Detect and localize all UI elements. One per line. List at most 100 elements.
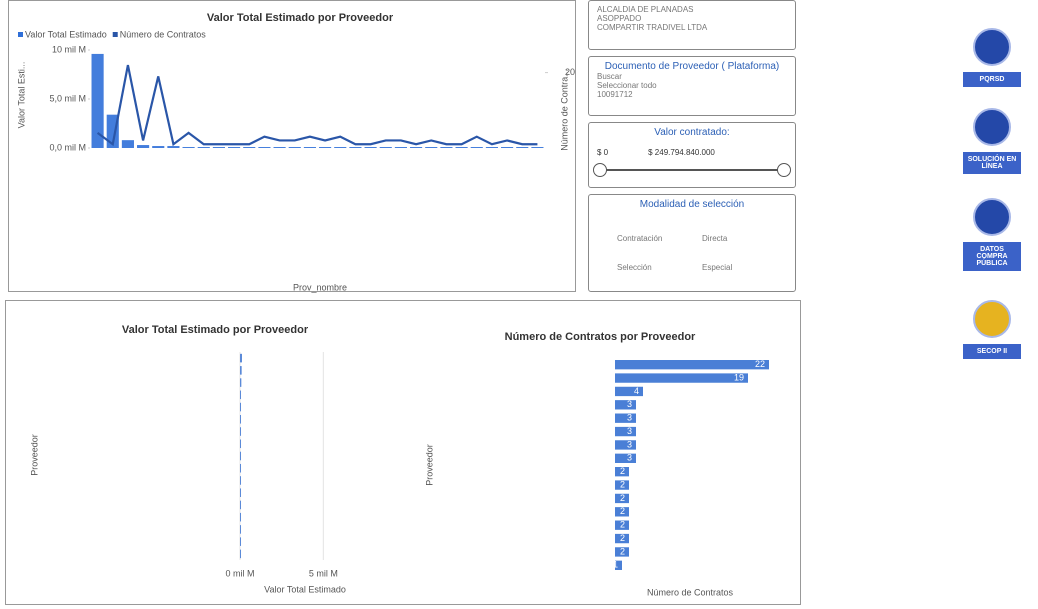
bar: [240, 476, 241, 485]
search[interactable]: Buscar: [597, 72, 622, 81]
icon: [973, 198, 1011, 236]
legend-label: Número de Contratos: [120, 29, 207, 39]
bar: [485, 147, 498, 148]
nav-button[interactable]: DATOS COMPRA PÚBLICA: [963, 198, 1021, 271]
icon: [973, 108, 1011, 146]
nav-label[interactable]: SOLUCIÓN EN LÍNEA: [963, 152, 1021, 174]
bar: [137, 145, 150, 148]
bar: [615, 413, 636, 423]
bar: [615, 493, 629, 504]
bar: [212, 147, 225, 148]
data-label: 3: [627, 453, 632, 463]
y2-axis-label: Número de Contra...: [559, 69, 569, 151]
bar: [240, 415, 241, 424]
slicer-title: Valor contratado:: [654, 127, 730, 138]
nav-button[interactable]: SECOP II: [963, 300, 1021, 359]
bar: [240, 366, 242, 375]
nav-button[interactable]: SOLUCIÓN EN LÍNEA: [963, 108, 1021, 174]
provider-slicer: ALCALDIA DE PLANADAS ASOPPADO COMPARTIR …: [588, 0, 796, 50]
bar: [303, 147, 316, 148]
bar: [240, 500, 241, 510]
bar: [379, 147, 392, 148]
nav-button[interactable]: PQRSD: [963, 28, 1021, 87]
nav-label[interactable]: PQRSD: [963, 72, 1021, 87]
bar: [273, 147, 286, 148]
range-handle[interactable]: [593, 163, 607, 177]
nav-label[interactable]: DATOS COMPRA PÚBLICA: [963, 242, 1021, 271]
y-axis-label: Proveedor: [424, 444, 434, 486]
document-slicer: Documento de Proveedor ( Plataforma) Bus…: [588, 56, 796, 116]
y-tick-label: 5,0 mil M: [49, 93, 86, 103]
data-label: 2: [620, 546, 625, 556]
bar: [288, 147, 301, 148]
legend-label: Valor Total Estimado: [25, 29, 107, 39]
bottom-panel: [5, 300, 801, 605]
slicer-title: Modalidad de selección: [639, 199, 745, 210]
bar: [455, 147, 468, 148]
bar: [615, 373, 748, 383]
modality-option[interactable]: Contratación: [617, 234, 663, 243]
x-axis-label: Valor Total Estimado: [264, 584, 346, 594]
modality-option[interactable]: Especial: [702, 263, 733, 272]
y-tick-label: 0,0 mil M: [49, 142, 86, 152]
bar: [197, 147, 210, 148]
provider-item[interactable]: ALCALDIA DE PLANADAS: [597, 5, 694, 14]
bar: [121, 140, 134, 148]
data-label: 1: [613, 560, 618, 570]
nav-label[interactable]: SECOP II: [963, 344, 1021, 359]
bar: [615, 507, 629, 517]
bar: [615, 547, 629, 557]
bar: [615, 533, 629, 544]
modality-options: Contratación Directa Selección Especial: [597, 234, 787, 272]
x-tick-label: 5 mil M: [309, 568, 338, 578]
bar: [394, 147, 407, 148]
data-label: 2: [620, 466, 625, 476]
bar: [240, 402, 241, 412]
chart-title: Valor Total Estimado por Proveedor: [207, 12, 394, 24]
bar: [615, 400, 636, 410]
bar: [615, 520, 629, 530]
modality-option[interactable]: Selección: [617, 263, 652, 272]
bar: [258, 147, 271, 148]
data-label: 19: [734, 372, 744, 382]
data-label: 22: [755, 359, 765, 369]
provider-item[interactable]: COMPARTIR TRADIVEL LTDA: [597, 23, 708, 32]
bar: [240, 353, 242, 363]
icon: [973, 300, 1011, 338]
data-label: 3: [627, 426, 632, 436]
x-axis-label: Número de Contratos: [647, 587, 734, 597]
bar: [364, 147, 377, 148]
slicer-title: Documento de Proveedor ( Plataforma): [604, 61, 780, 72]
bar: [349, 147, 362, 148]
line: [96, 64, 538, 147]
bar: [615, 467, 629, 477]
document-item[interactable]: 10091712: [597, 90, 633, 99]
bar: [240, 439, 241, 449]
data-label: 2: [620, 479, 625, 489]
bar: [243, 147, 256, 148]
bar: [240, 525, 241, 534]
range-min: $ 0: [597, 148, 609, 157]
range-track[interactable]: [593, 163, 791, 177]
x-axis-label: Prov_nombre: [293, 282, 347, 292]
bar: [615, 480, 629, 490]
bar: [531, 147, 544, 148]
chart-title: Valor Total Estimado por Proveedor: [122, 324, 309, 336]
data-label: 2: [620, 520, 625, 530]
range-handle[interactable]: [777, 163, 791, 177]
range-max: $ 249.794.840.000: [648, 148, 715, 157]
data-label: 4: [634, 386, 639, 396]
bar: [240, 537, 241, 546]
bar: [615, 453, 636, 463]
bar: [240, 378, 242, 387]
chart-title: Número de Contratos por Proveedor: [505, 331, 696, 343]
select-all[interactable]: Seleccionar todo: [597, 81, 657, 90]
bar: [470, 147, 483, 148]
bar: [240, 390, 241, 400]
bar: [440, 147, 453, 148]
data-label: 2: [620, 506, 625, 516]
bar: [319, 147, 332, 148]
modality-option[interactable]: Directa: [702, 234, 728, 243]
provider-item[interactable]: ASOPPADO: [597, 14, 642, 23]
